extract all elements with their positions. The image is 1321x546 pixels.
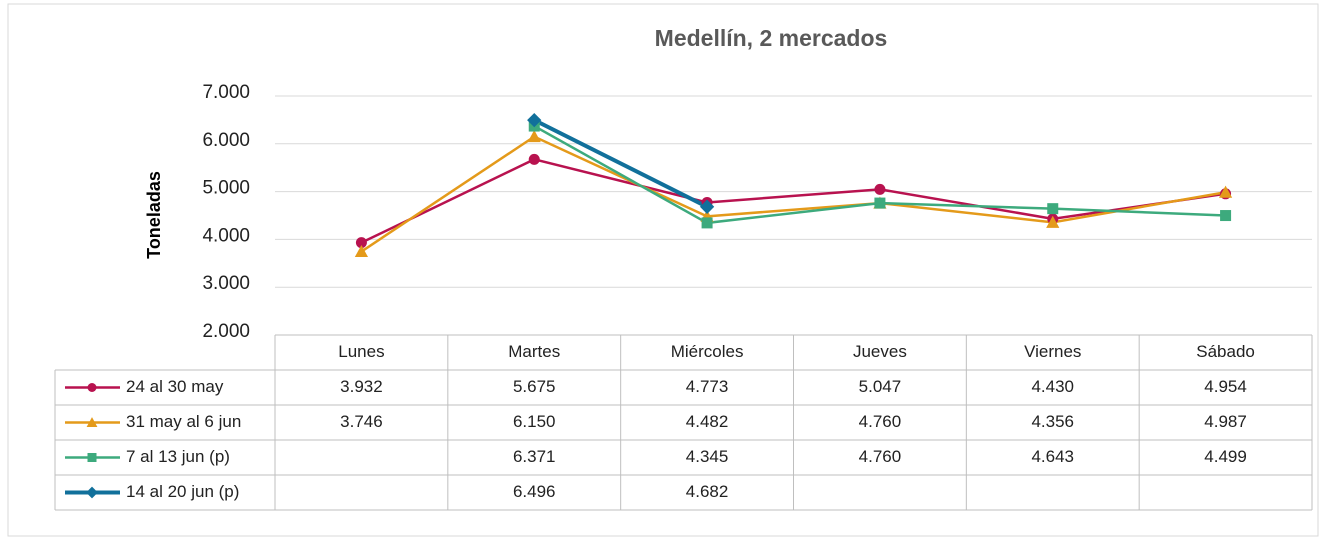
table-value: 4.499	[1204, 447, 1247, 466]
chart-border	[7, 3, 1319, 537]
table-value: 6.150	[513, 412, 556, 431]
table-value: 4.987	[1204, 412, 1247, 431]
marker	[355, 237, 367, 249]
marker	[354, 244, 369, 258]
table-value: 4.482	[686, 412, 729, 431]
table-value: 4.643	[1031, 447, 1074, 466]
series-line	[533, 118, 708, 209]
y-tick-label: 7.000	[202, 82, 250, 103]
table-value: 4.760	[859, 412, 902, 431]
table-value: 5.675	[513, 377, 556, 396]
y-tick-label: 5.000	[202, 178, 250, 199]
table-value: 4.682	[686, 482, 729, 501]
table-value: 6.371	[513, 447, 556, 466]
marker	[874, 197, 886, 209]
series-line	[360, 158, 1226, 244]
marker	[874, 183, 886, 195]
x-tick-label: Martes	[508, 342, 560, 361]
legend-label: 31 may al 6 jun	[126, 412, 241, 431]
legend-marker	[86, 486, 98, 499]
marker	[527, 112, 542, 128]
table-value: 4.773	[686, 377, 729, 396]
marker	[527, 130, 541, 143]
table-value: 5.047	[859, 377, 902, 396]
table-value: 4.954	[1204, 377, 1247, 396]
y-tick-label: 2.000	[202, 321, 250, 342]
marker	[1218, 185, 1233, 198]
marker	[1046, 215, 1060, 228]
chart-title: Medellín, 2 mercados	[655, 25, 888, 51]
x-tick-label: Jueves	[853, 342, 907, 361]
legend-label: 14 al 20 jun (p)	[126, 482, 239, 501]
x-tick-label: Sábado	[1196, 342, 1255, 361]
table-value: 4.345	[686, 447, 729, 466]
marker	[1047, 203, 1059, 215]
y-tick-label: 4.000	[202, 225, 250, 246]
legend-label: 24 al 30 may	[126, 377, 224, 396]
marker	[699, 199, 715, 214]
legend-marker	[86, 417, 98, 427]
x-tick-label: Miércoles	[671, 342, 744, 361]
y-tick-label: 3.000	[202, 273, 250, 294]
marker	[1220, 210, 1232, 222]
legend-marker	[87, 383, 97, 392]
table-value: 4.760	[859, 447, 902, 466]
table-value: 4.356	[1031, 412, 1074, 431]
y-axis-label: Toneladas	[144, 171, 164, 259]
table-value: 6.496	[513, 482, 556, 501]
x-tick-label: Lunes	[338, 342, 384, 361]
legend-label: 7 al 13 jun (p)	[126, 447, 230, 466]
marker	[528, 153, 540, 165]
legend-marker	[87, 453, 97, 462]
table-value: 4.430	[1031, 377, 1074, 396]
table-value: 3.746	[340, 412, 383, 431]
table-value: 3.932	[340, 377, 383, 396]
marker	[701, 217, 713, 229]
y-tick-label: 6.000	[202, 130, 250, 151]
series-line	[360, 135, 1226, 253]
x-tick-label: Viernes	[1024, 342, 1081, 361]
